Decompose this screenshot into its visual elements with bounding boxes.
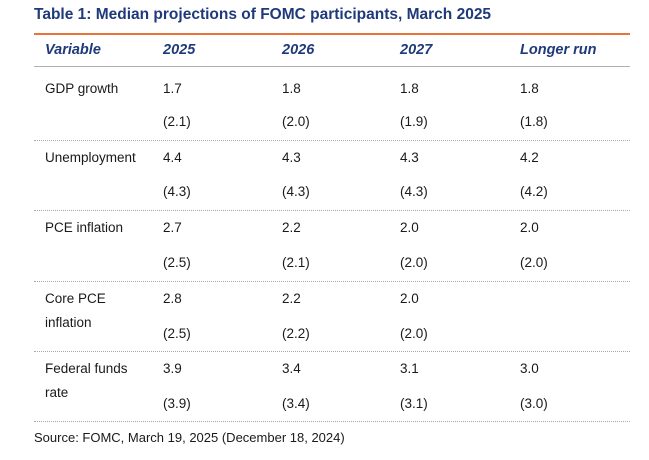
header-divider xyxy=(34,66,630,67)
row-variable: PCE inflation xyxy=(45,220,124,235)
value-2025: 1.7 xyxy=(163,81,182,96)
value-longer-run: 3.0 xyxy=(520,361,539,376)
prior-value-2025: (2.1) xyxy=(163,114,191,129)
prior-value-longer-run: (1.8) xyxy=(520,114,548,129)
header-2025: 2025 xyxy=(163,42,196,58)
row-divider xyxy=(34,351,630,352)
prior-value-2025: (2.5) xyxy=(163,326,191,341)
header-2027: 2027 xyxy=(400,42,433,58)
value-2026: 2.2 xyxy=(282,220,301,235)
prior-value-2026: (2.1) xyxy=(282,255,310,270)
row-variable: Core PCE inflation xyxy=(45,291,106,330)
prior-value-longer-run: (2.0) xyxy=(520,255,548,270)
row-divider xyxy=(34,210,630,211)
prior-value-2026: (2.0) xyxy=(282,114,310,129)
table-row: PCE inflation 2.7 2.2 2.0 2.0 (2.5) (2.1… xyxy=(34,211,630,282)
table-row: Federal funds rate 3.9 3.4 3.1 3.0 (3.9)… xyxy=(34,352,630,422)
prior-value-2026: (2.2) xyxy=(282,326,310,341)
row-variable: Unemployment xyxy=(45,150,136,165)
value-2025: 4.4 xyxy=(163,150,182,165)
table-row: Core PCE inflation 2.8 2.2 2.0 (2.5) (2.… xyxy=(34,282,630,352)
header-longer-run: Longer run xyxy=(520,42,597,58)
header-2026: 2026 xyxy=(282,42,315,58)
prior-value-2027: (2.0) xyxy=(400,255,428,270)
table-row: GDP growth 1.7 1.8 1.8 1.8 (2.1) (2.0) (… xyxy=(34,67,630,141)
value-2025: 2.8 xyxy=(163,291,182,306)
prior-value-2027: (2.0) xyxy=(400,326,428,341)
prior-value-2027: (3.1) xyxy=(400,396,428,411)
value-2027: 2.0 xyxy=(400,220,419,235)
title-divider xyxy=(34,33,630,35)
row-variable: GDP growth xyxy=(45,81,119,96)
value-longer-run: 1.8 xyxy=(520,81,539,96)
value-2026: 2.2 xyxy=(282,291,301,306)
header-variable: Variable xyxy=(45,42,101,58)
value-2027: 2.0 xyxy=(400,291,419,306)
row-divider xyxy=(34,281,630,282)
value-2026: 3.4 xyxy=(282,361,301,376)
prior-value-2027: (1.9) xyxy=(400,114,428,129)
value-2025: 2.7 xyxy=(163,220,182,235)
value-longer-run: 4.2 xyxy=(520,150,539,165)
table-header: Variable 2025 2026 2027 Longer run xyxy=(34,36,630,66)
prior-value-2025: (3.9) xyxy=(163,396,191,411)
value-2027: 4.3 xyxy=(400,150,419,165)
value-longer-run: 2.0 xyxy=(520,220,539,235)
table-title: Table 1: Median projections of FOMC part… xyxy=(34,6,492,23)
row-variable: Federal funds rate xyxy=(45,361,128,400)
prior-value-longer-run: (3.0) xyxy=(520,396,548,411)
value-2025: 3.9 xyxy=(163,361,182,376)
prior-value-2027: (4.3) xyxy=(400,184,428,199)
prior-value-2026: (4.3) xyxy=(282,184,310,199)
prior-value-longer-run: (4.2) xyxy=(520,184,548,199)
prior-value-2025: (2.5) xyxy=(163,255,191,270)
prior-value-2026: (3.4) xyxy=(282,396,310,411)
table-row: Unemployment 4.4 4.3 4.3 4.2 (4.3) (4.3)… xyxy=(34,141,630,211)
prior-value-2025: (4.3) xyxy=(163,184,191,199)
value-2027: 3.1 xyxy=(400,361,419,376)
value-2026: 4.3 xyxy=(282,150,301,165)
value-2027: 1.8 xyxy=(400,81,419,96)
source-note: Source: FOMC, March 19, 2025 (December 1… xyxy=(34,430,345,445)
value-2026: 1.8 xyxy=(282,81,301,96)
row-divider xyxy=(34,421,630,422)
row-divider xyxy=(34,140,630,141)
